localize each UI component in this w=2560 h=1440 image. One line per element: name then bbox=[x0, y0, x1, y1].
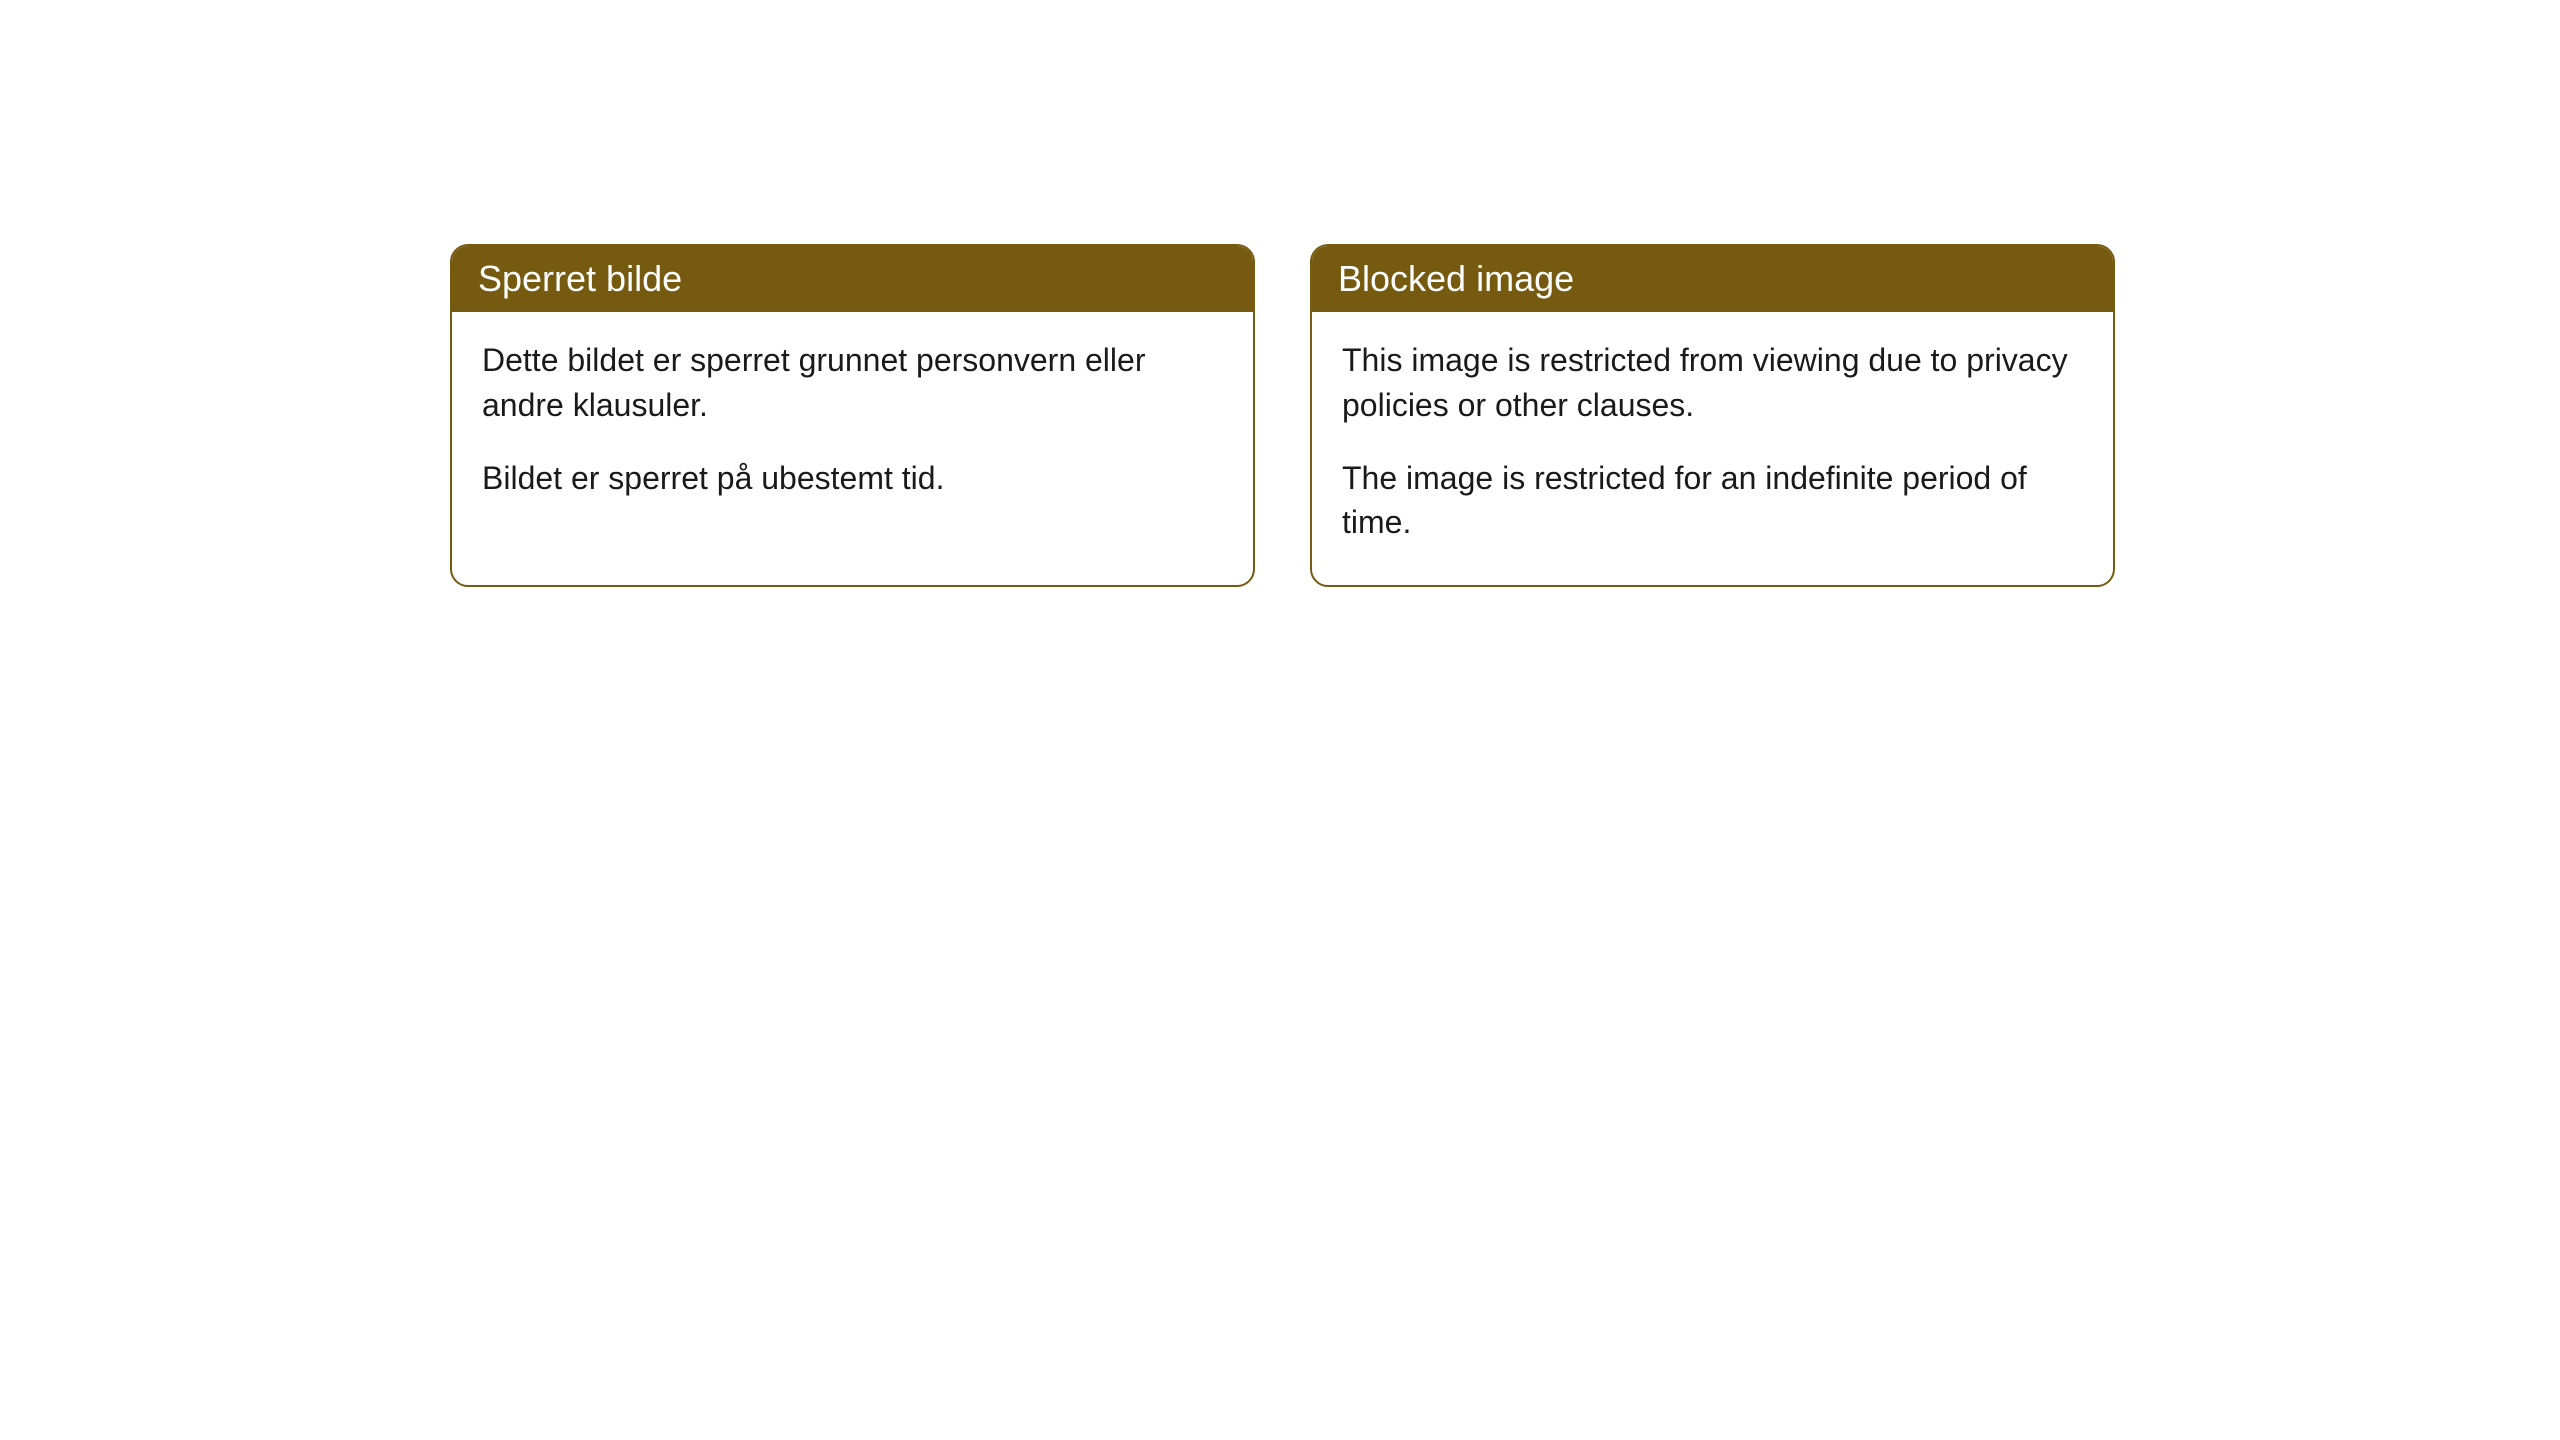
card-english-paragraph-2: The image is restricted for an indefinit… bbox=[1342, 456, 2083, 546]
card-english-body: This image is restricted from viewing du… bbox=[1312, 312, 2113, 585]
card-norwegian-header: Sperret bilde bbox=[452, 246, 1253, 312]
card-english-paragraph-1: This image is restricted from viewing du… bbox=[1342, 338, 2083, 428]
card-english-header: Blocked image bbox=[1312, 246, 2113, 312]
card-norwegian-body: Dette bildet er sperret grunnet personve… bbox=[452, 312, 1253, 540]
card-norwegian: Sperret bilde Dette bildet er sperret gr… bbox=[450, 244, 1255, 587]
card-norwegian-title: Sperret bilde bbox=[478, 258, 682, 299]
card-english-title: Blocked image bbox=[1338, 258, 1574, 299]
card-norwegian-paragraph-1: Dette bildet er sperret grunnet personve… bbox=[482, 338, 1223, 428]
card-english: Blocked image This image is restricted f… bbox=[1310, 244, 2115, 587]
cards-container: Sperret bilde Dette bildet er sperret gr… bbox=[450, 244, 2115, 587]
card-norwegian-paragraph-2: Bildet er sperret på ubestemt tid. bbox=[482, 456, 1223, 501]
